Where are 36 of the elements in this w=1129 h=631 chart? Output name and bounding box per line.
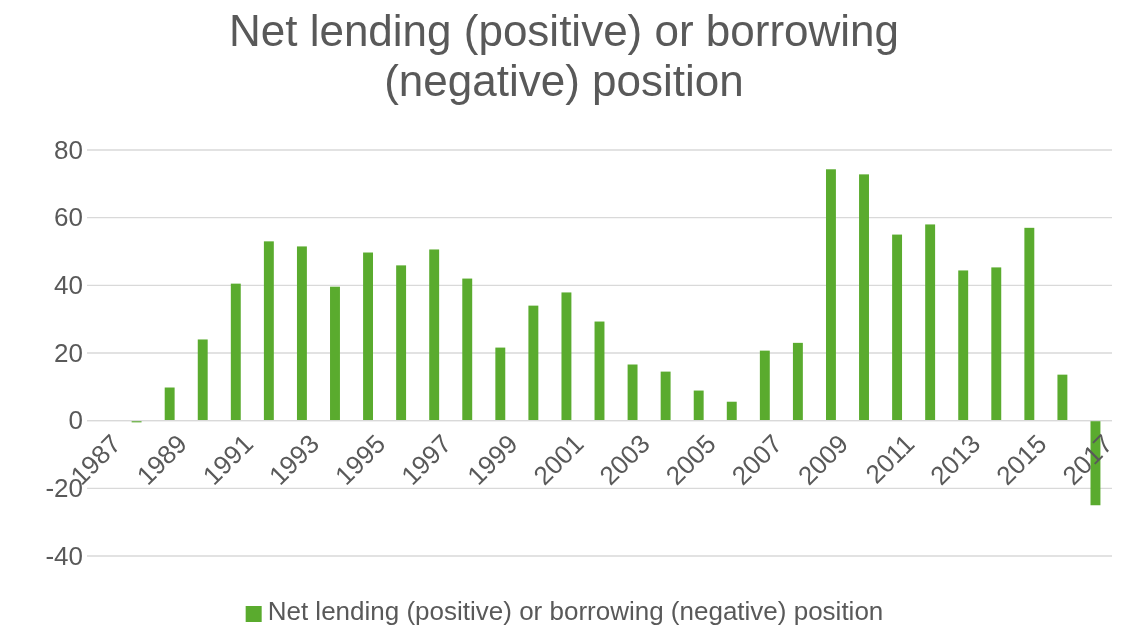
bar	[660, 371, 671, 421]
y-tick-label: -40	[45, 540, 83, 571]
bar	[925, 224, 936, 421]
bar	[594, 321, 605, 421]
bar	[561, 292, 572, 421]
bar	[462, 278, 473, 421]
y-tick-label: 40	[54, 270, 83, 301]
bar	[1057, 374, 1068, 421]
chart-title: Net lending (positive) or borrowing (negative) position	[228, 6, 900, 105]
bar	[693, 390, 704, 421]
legend-label: Net lending (positive) or borrowing (negative) position	[267, 596, 884, 626]
bar	[197, 339, 208, 421]
bar	[396, 265, 407, 421]
bar	[726, 401, 737, 421]
bar	[495, 347, 506, 421]
bar	[164, 387, 175, 421]
bar	[825, 169, 836, 421]
y-tick-label: 20	[54, 337, 83, 368]
bar	[363, 252, 374, 421]
bar	[958, 270, 969, 421]
y-tick-label: 60	[54, 202, 83, 233]
bar	[627, 364, 638, 421]
bar	[429, 249, 440, 421]
bar	[296, 246, 307, 421]
bar	[330, 286, 340, 421]
bar	[859, 174, 869, 421]
bar	[991, 267, 1002, 421]
bar	[528, 305, 539, 421]
bar	[1024, 227, 1035, 421]
bar	[792, 342, 803, 421]
bar	[230, 283, 241, 421]
bar	[263, 241, 274, 421]
y-tick-label: 0	[68, 405, 83, 436]
y-tick-label: 80	[54, 134, 83, 165]
bar	[892, 234, 903, 421]
bar	[759, 350, 770, 421]
